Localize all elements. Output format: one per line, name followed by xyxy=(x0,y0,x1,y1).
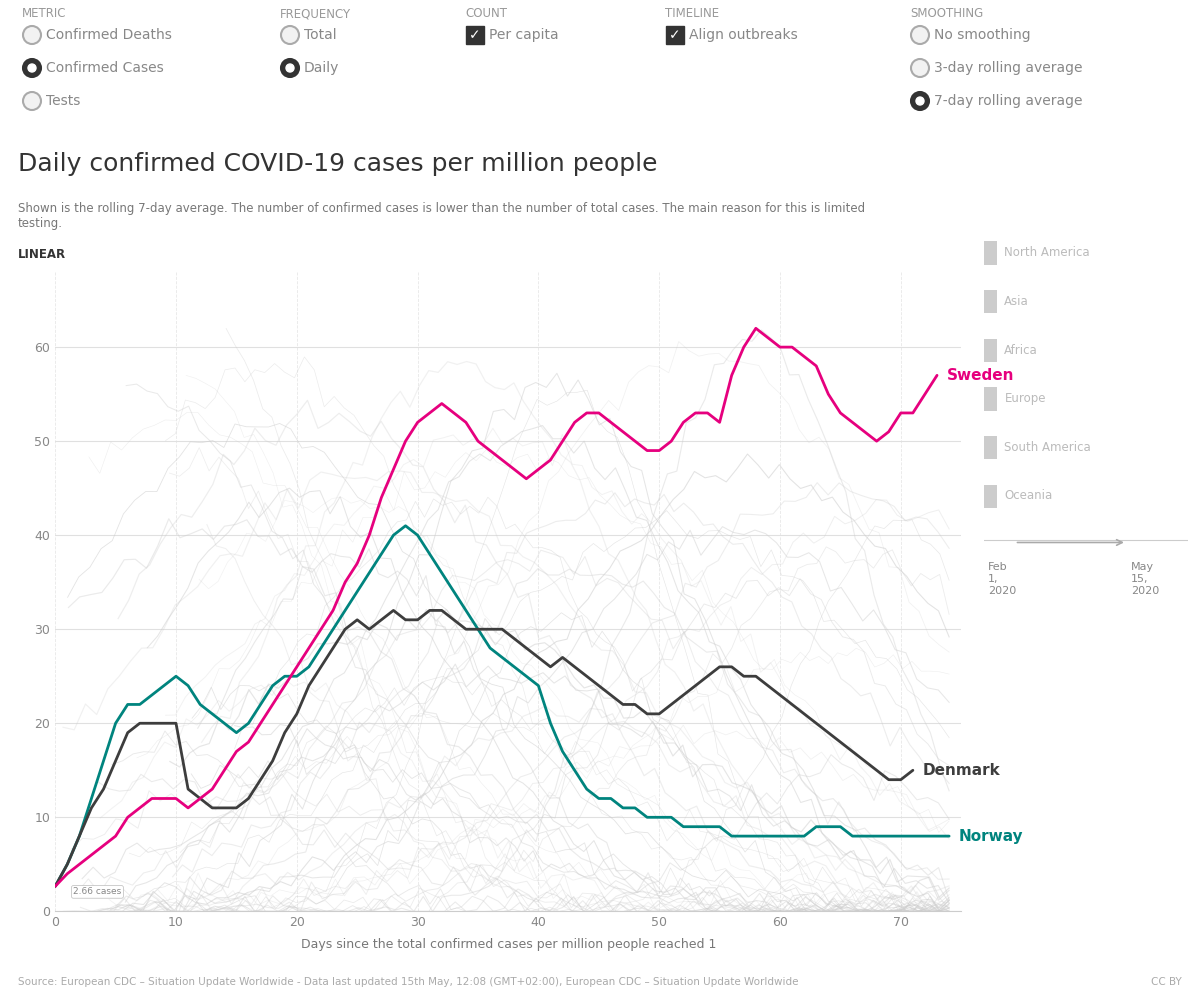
Text: TIMELINE: TIMELINE xyxy=(665,7,719,20)
Text: METRIC: METRIC xyxy=(22,7,66,20)
Text: Daily confirmed COVID-19 cases per million people: Daily confirmed COVID-19 cases per milli… xyxy=(18,152,658,176)
Circle shape xyxy=(286,64,294,73)
Text: 7-day rolling average: 7-day rolling average xyxy=(934,94,1082,108)
Text: ✓: ✓ xyxy=(670,28,680,42)
Text: 2.66 cases: 2.66 cases xyxy=(73,887,121,896)
Text: Per capita: Per capita xyxy=(490,28,559,42)
Bar xyxy=(984,436,997,459)
Bar xyxy=(984,290,997,313)
Text: Total: Total xyxy=(304,28,337,42)
Text: Confirmed Cases: Confirmed Cases xyxy=(46,61,163,75)
Circle shape xyxy=(911,92,929,110)
Text: Denmark: Denmark xyxy=(923,762,1001,777)
Bar xyxy=(666,26,684,44)
Text: Confirmed Deaths: Confirmed Deaths xyxy=(46,28,172,42)
Text: Source: European CDC – Situation Update Worldwide - Data last updated 15th May, : Source: European CDC – Situation Update … xyxy=(18,977,798,987)
Text: Tests: Tests xyxy=(46,94,80,108)
Text: COUNT: COUNT xyxy=(466,7,508,20)
Bar xyxy=(466,26,484,44)
Text: No smoothing: No smoothing xyxy=(934,28,1031,42)
Circle shape xyxy=(23,26,41,44)
Circle shape xyxy=(916,97,924,105)
Text: May
15,
2020: May 15, 2020 xyxy=(1130,562,1159,596)
Text: Feb
1,
2020: Feb 1, 2020 xyxy=(988,562,1016,596)
Text: Sweden: Sweden xyxy=(947,368,1014,383)
Text: Norway: Norway xyxy=(959,829,1024,844)
Text: Africa: Africa xyxy=(1004,343,1038,356)
Circle shape xyxy=(281,59,299,77)
Text: North America: North America xyxy=(1004,247,1090,259)
Circle shape xyxy=(281,26,299,44)
Text: Align outbreaks: Align outbreaks xyxy=(689,28,798,42)
Circle shape xyxy=(23,92,41,110)
Circle shape xyxy=(28,64,36,73)
Circle shape xyxy=(911,26,929,44)
Text: CC BY: CC BY xyxy=(1151,977,1182,987)
Text: Oceania: Oceania xyxy=(1004,489,1052,502)
Bar xyxy=(984,338,997,362)
X-axis label: Days since the total confirmed cases per million people reached 1: Days since the total confirmed cases per… xyxy=(300,938,716,951)
Text: FREQUENCY: FREQUENCY xyxy=(280,7,352,20)
Circle shape xyxy=(911,59,929,77)
Circle shape xyxy=(23,59,41,77)
Bar xyxy=(984,242,997,265)
Text: 3-day rolling average: 3-day rolling average xyxy=(934,61,1082,75)
Text: SMOOTHING: SMOOTHING xyxy=(910,7,983,20)
Text: Our World
in Data: Our World in Data xyxy=(1048,161,1115,189)
Text: Europe: Europe xyxy=(1004,392,1046,405)
Text: Daily: Daily xyxy=(304,61,340,75)
Bar xyxy=(984,484,997,508)
Text: Asia: Asia xyxy=(1004,295,1030,308)
Bar xyxy=(984,388,997,411)
Text: Shown is the rolling 7-day average. The number of confirmed cases is lower than : Shown is the rolling 7-day average. The … xyxy=(18,201,865,230)
Text: South America: South America xyxy=(1004,441,1091,454)
Text: LINEAR: LINEAR xyxy=(18,248,66,261)
Text: ✓: ✓ xyxy=(469,28,481,42)
